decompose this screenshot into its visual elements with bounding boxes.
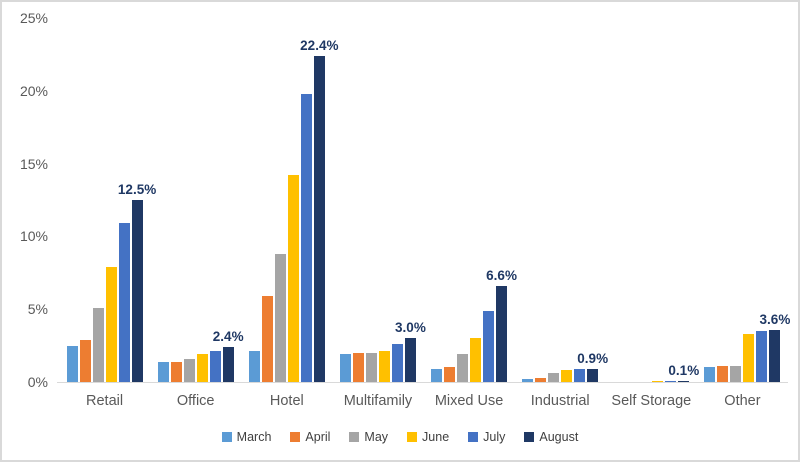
data-label: 22.4% xyxy=(300,37,339,53)
data-label: 3.6% xyxy=(759,311,791,327)
bar-august-self-storage: 0.1% xyxy=(668,363,699,382)
bar-groups: 12.5% 2.4% 22.4% 3.0% 6.6% 0.9% 0.1% 3.6% xyxy=(59,18,790,382)
bar-june-multifamily xyxy=(378,351,390,382)
legend-label: June xyxy=(422,430,450,444)
bar-august-retail: 12.5% xyxy=(118,182,156,382)
bar-july-retail xyxy=(118,223,130,382)
bar-march-industrial xyxy=(522,379,534,382)
x-axis-labels: Retail Office Hotel Multifamily Mixed Use Ind… xyxy=(59,393,788,409)
bar-group-hotel: 22.4% xyxy=(241,18,338,382)
bar-july-other xyxy=(756,331,768,382)
x-axis-category-label: Multifamily xyxy=(343,393,413,409)
bar-april-industrial xyxy=(535,377,547,382)
bar-may-retail xyxy=(92,307,104,382)
bar-june-mixed-use xyxy=(470,338,482,382)
bar-march-mixed-use xyxy=(431,368,443,382)
legend-swatch-icon xyxy=(524,432,535,442)
bar-group-industrial: 0.9% xyxy=(515,18,608,382)
bar-april-hotel xyxy=(261,296,273,382)
legend-label: August xyxy=(539,430,579,444)
bar-group-multifamily: 3.0% xyxy=(332,18,426,382)
legend-swatch-icon xyxy=(468,432,479,442)
bar-june-other xyxy=(743,333,755,382)
data-label: 6.6% xyxy=(486,267,517,283)
y-axis-tick-label: 0% xyxy=(27,374,48,390)
bar-july-industrial xyxy=(574,368,586,382)
bar-march-hotel xyxy=(248,351,260,382)
y-axis-tick-label: 25% xyxy=(19,10,48,26)
bar-april-retail xyxy=(79,339,91,382)
data-label: 3.0% xyxy=(395,320,426,336)
bar-may-hotel xyxy=(274,253,286,382)
y-axis-tick-label: 5% xyxy=(27,301,48,318)
data-label: 0.9% xyxy=(577,350,609,366)
bar-may-other xyxy=(730,365,742,382)
legend: March April May June July August xyxy=(2,430,798,444)
bar-july-hotel xyxy=(300,93,312,382)
data-label: 2.4% xyxy=(212,329,244,345)
legend-label: May xyxy=(364,430,389,444)
bar-june-industrial xyxy=(561,370,573,382)
bar-july-multifamily xyxy=(391,344,403,382)
x-axis-category-label: Industrial xyxy=(530,393,590,409)
bar-group-self-storage: 0.1% xyxy=(606,18,699,382)
data-label: 0.1% xyxy=(668,362,700,378)
legend-item-august: August xyxy=(524,430,578,444)
legend-swatch-icon xyxy=(290,432,301,442)
x-axis-line xyxy=(57,382,788,383)
bar-august-multifamily: 3.0% xyxy=(395,320,426,382)
x-axis-category-label: Mixed Use xyxy=(434,393,504,409)
legend-swatch-icon xyxy=(221,432,232,442)
bar-august-office: 2.4% xyxy=(213,329,244,382)
bar-august-hotel: 22.4% xyxy=(300,38,338,382)
legend-item-april: April xyxy=(290,430,330,444)
bar-april-multifamily xyxy=(352,352,364,382)
bar-may-office xyxy=(183,358,195,382)
x-axis-category-label: Hotel xyxy=(269,393,304,409)
bar-july-mixed-use xyxy=(483,310,495,382)
legend-label: March xyxy=(236,430,272,444)
legend-item-may: May xyxy=(349,430,388,444)
legend-label: April xyxy=(305,430,331,444)
data-label: 12.5% xyxy=(117,182,157,197)
bar-august-industrial: 0.9% xyxy=(577,351,608,382)
bar-august-other: 3.6% xyxy=(760,312,790,382)
bar-group-retail: 12.5% xyxy=(59,18,156,382)
bar-april-office xyxy=(170,361,182,382)
bar-may-mixed-use xyxy=(457,354,469,382)
bar-may-multifamily xyxy=(365,352,377,382)
bar-august-mixed-use: 6.6% xyxy=(486,268,517,382)
bar-group-office: 2.4% xyxy=(150,18,244,382)
bar-march-multifamily xyxy=(339,354,351,382)
bar-march-retail xyxy=(66,345,78,382)
legend-swatch-icon xyxy=(349,432,360,442)
bar-june-office xyxy=(196,354,208,382)
bar-group-other: 3.6% xyxy=(697,18,790,382)
bar-june-hotel xyxy=(287,175,299,382)
legend-item-july: July xyxy=(468,430,505,444)
x-axis-category-label: Self Storage xyxy=(611,393,692,409)
bar-group-mixed-use: 6.6% xyxy=(424,18,517,382)
bar-march-office xyxy=(157,361,169,382)
x-axis-category-label: Other xyxy=(724,393,761,409)
legend-item-march: March xyxy=(221,430,272,444)
y-axis-tick-label: 10% xyxy=(19,228,48,245)
y-axis-tick-label: 20% xyxy=(19,82,48,99)
bar-march-other xyxy=(704,367,716,382)
bar-july-office xyxy=(209,351,221,382)
bar-april-mixed-use xyxy=(444,367,456,382)
legend-swatch-icon xyxy=(407,432,418,442)
legend-item-june: June xyxy=(407,430,449,444)
bar-july-self-storage xyxy=(665,380,677,382)
bar-june-retail xyxy=(105,266,117,382)
bar-april-other xyxy=(717,365,729,382)
x-axis-category-label: Retail xyxy=(86,393,124,409)
bar-may-industrial xyxy=(548,373,560,382)
legend-label: July xyxy=(483,430,506,444)
y-axis-tick-label: 15% xyxy=(19,155,48,172)
x-axis-category-label: Office xyxy=(176,393,215,409)
bar-june-self-storage xyxy=(652,380,664,382)
